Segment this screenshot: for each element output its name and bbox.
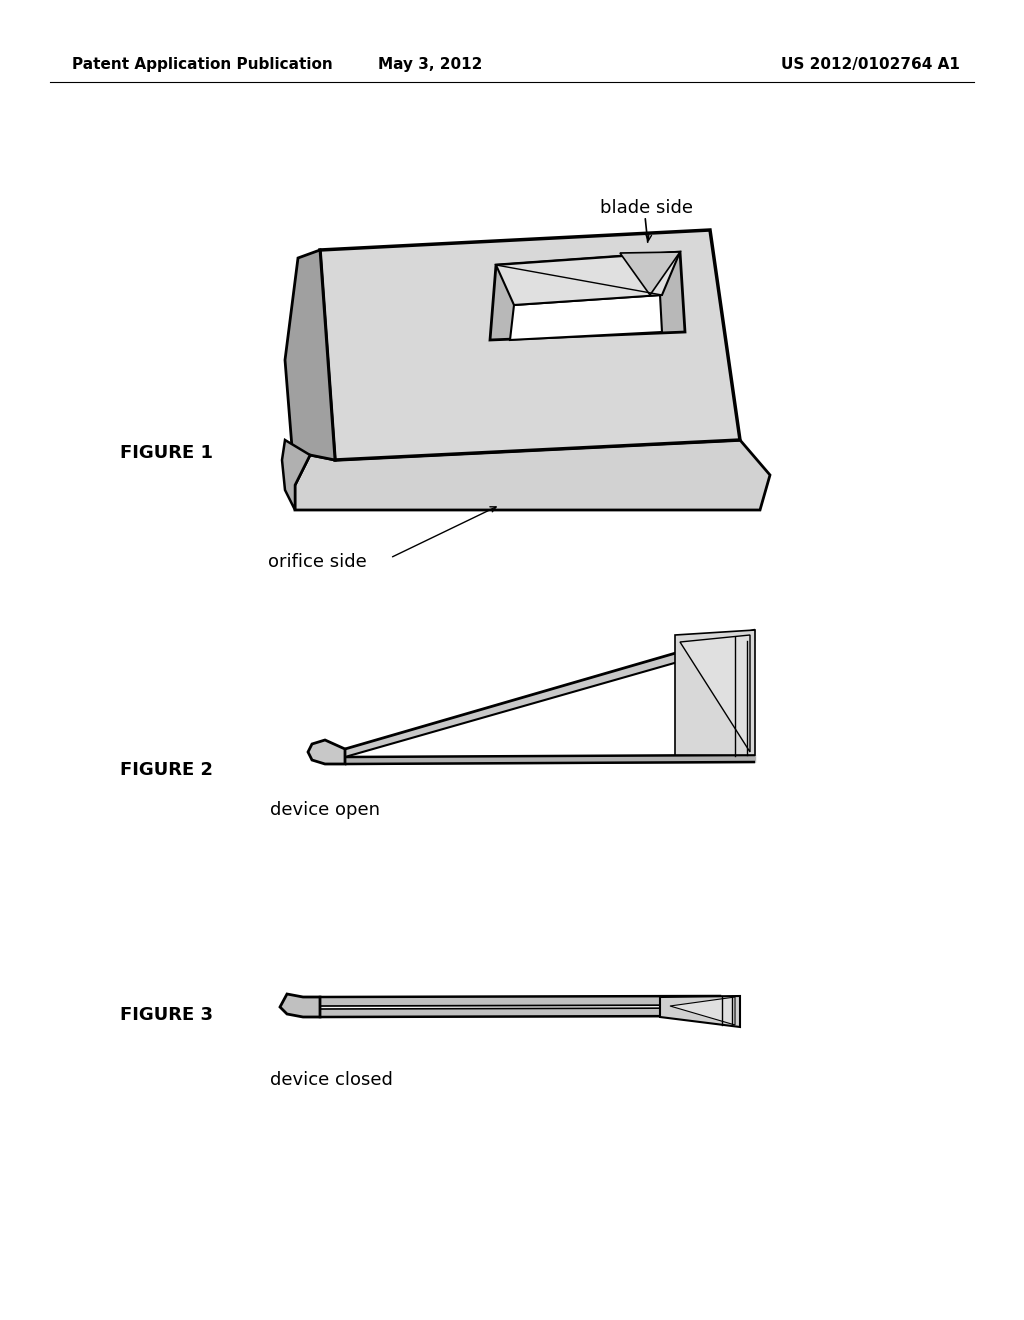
Polygon shape (680, 635, 750, 752)
Polygon shape (660, 997, 740, 1027)
Text: FIGURE 3: FIGURE 3 (120, 1006, 213, 1024)
Text: device open: device open (270, 801, 380, 818)
Text: FIGURE 2: FIGURE 2 (120, 762, 213, 779)
Text: US 2012/0102764 A1: US 2012/0102764 A1 (780, 58, 959, 73)
Polygon shape (285, 249, 335, 484)
Polygon shape (620, 252, 680, 294)
Text: May 3, 2012: May 3, 2012 (378, 58, 482, 73)
Polygon shape (282, 440, 310, 510)
Polygon shape (496, 252, 680, 305)
Polygon shape (670, 997, 735, 1026)
Polygon shape (295, 440, 770, 510)
Polygon shape (345, 630, 755, 756)
Text: Patent Application Publication: Patent Application Publication (72, 58, 333, 73)
Text: FIGURE 1: FIGURE 1 (120, 444, 213, 462)
Polygon shape (319, 230, 740, 459)
Text: device closed: device closed (270, 1071, 393, 1089)
Polygon shape (510, 294, 662, 341)
Polygon shape (675, 630, 755, 755)
Polygon shape (490, 252, 685, 341)
Text: blade side: blade side (600, 199, 693, 216)
Text: orifice side: orifice side (268, 553, 367, 572)
Polygon shape (280, 994, 319, 1016)
Polygon shape (308, 741, 345, 764)
